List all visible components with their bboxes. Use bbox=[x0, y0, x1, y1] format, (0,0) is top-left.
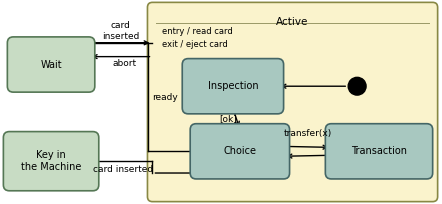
FancyBboxPatch shape bbox=[8, 37, 95, 92]
Text: card
inserted: card inserted bbox=[102, 21, 139, 41]
FancyBboxPatch shape bbox=[190, 124, 290, 179]
FancyBboxPatch shape bbox=[4, 132, 99, 191]
Text: Active: Active bbox=[276, 17, 309, 27]
Text: [ok]: [ok] bbox=[219, 114, 237, 123]
Text: Wait: Wait bbox=[40, 60, 62, 70]
Text: abort: abort bbox=[113, 59, 137, 68]
Text: card inserted: card inserted bbox=[92, 165, 152, 174]
Text: entry / read card
exit / eject card: entry / read card exit / eject card bbox=[162, 27, 233, 49]
FancyBboxPatch shape bbox=[148, 2, 438, 202]
Text: Choice: Choice bbox=[223, 146, 256, 156]
Text: ready: ready bbox=[152, 93, 178, 102]
Text: transfer(x): transfer(x) bbox=[283, 129, 332, 137]
Text: Inspection: Inspection bbox=[208, 81, 258, 91]
Circle shape bbox=[348, 77, 366, 95]
FancyBboxPatch shape bbox=[182, 59, 284, 114]
FancyBboxPatch shape bbox=[325, 124, 433, 179]
Text: Transaction: Transaction bbox=[351, 146, 407, 156]
Text: Key in
the Machine: Key in the Machine bbox=[21, 150, 81, 172]
